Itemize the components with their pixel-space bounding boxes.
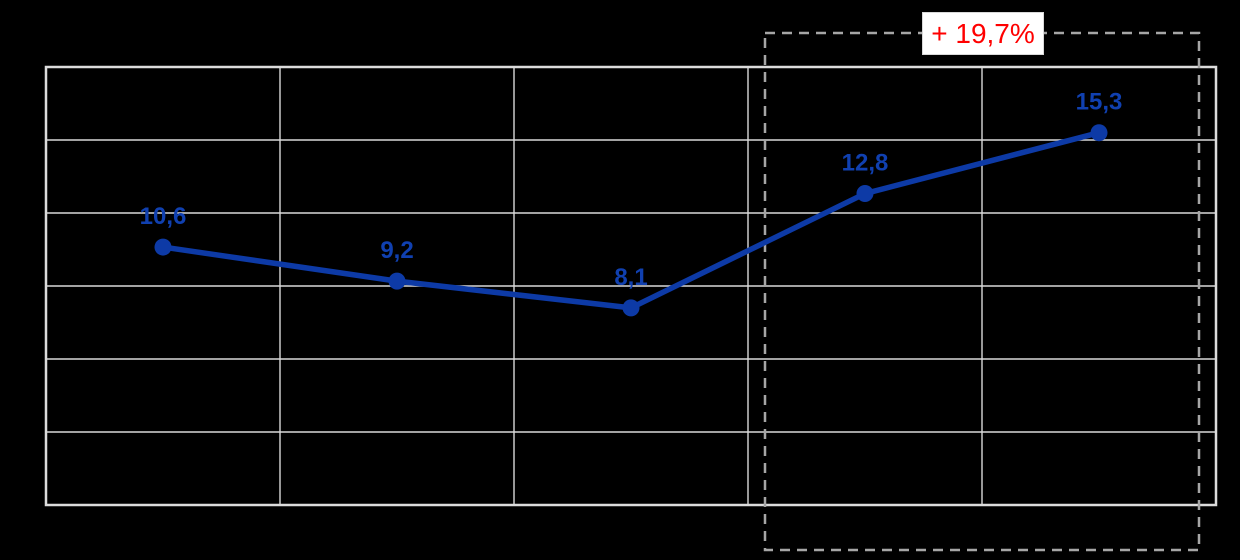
- data-point-marker: [1090, 124, 1108, 142]
- growth-annotation: + 19,7%: [922, 12, 1044, 55]
- data-point-marker: [622, 299, 640, 317]
- growth-annotation-label: + 19,7%: [931, 17, 1035, 49]
- data-point-label: 15,3: [1076, 89, 1123, 116]
- data-point-label: 10,6: [140, 203, 187, 230]
- plot-frame: [44, 65, 1218, 507]
- data-point-marker: [856, 185, 874, 203]
- data-point-label: 12,8: [842, 150, 889, 177]
- data-point-label: 8,1: [614, 264, 647, 291]
- data-point-marker: [154, 238, 172, 256]
- data-point-label: 9,2: [380, 237, 413, 264]
- data-point-marker: [388, 272, 406, 290]
